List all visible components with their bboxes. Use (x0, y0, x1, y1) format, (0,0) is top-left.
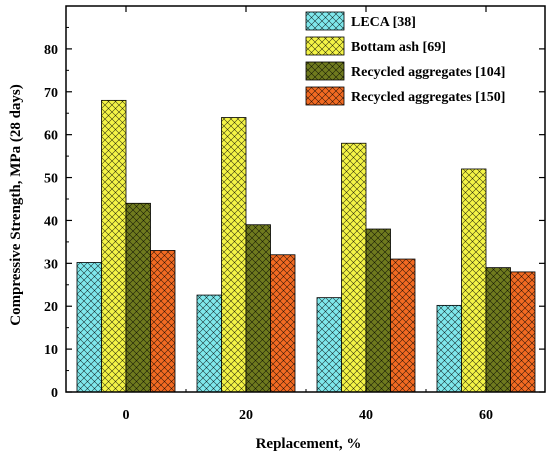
y-tick-label: 60 (44, 129, 58, 144)
y-tick-label: 30 (44, 257, 58, 272)
y-tick-label: 20 (44, 300, 58, 315)
bar-1-20 (196, 294, 222, 393)
x-axis-title: Replacement, % (256, 436, 362, 452)
bar-1-40 (316, 297, 342, 393)
bar-1-60 (436, 304, 462, 393)
bar-4-0 (150, 250, 176, 393)
legend-label: LECA [38] (351, 15, 416, 30)
bar-4-40 (390, 258, 416, 393)
bars (76, 99, 536, 393)
y-axis-title: Compressive Strength, MPa (28 days) (8, 84, 24, 326)
y-tick-label: 0 (51, 386, 58, 401)
bar-2-0 (101, 99, 127, 393)
y-tick-label: 10 (44, 343, 58, 358)
bar-4-60 (510, 271, 536, 393)
bar-3-40 (365, 228, 391, 393)
bar-3-60 (485, 267, 511, 393)
x-tick-label: 60 (479, 408, 493, 423)
bar-1-0 (76, 262, 102, 393)
legend-swatch (305, 61, 345, 81)
legend-item: Recycled aggregates [104] (305, 61, 505, 81)
x-tick-label: 40 (359, 408, 373, 423)
legend-swatch (305, 36, 345, 56)
legend-swatch (305, 11, 345, 31)
legend-label: Recycled aggregates [150] (351, 90, 505, 105)
bar-2-20 (221, 117, 247, 393)
legend-label: Recycled aggregates [104] (351, 65, 505, 80)
legend: LECA [38] Bottam ash [69] Recycled aggrega… (305, 11, 505, 106)
legend-label: Bottam ash [69] (351, 40, 446, 55)
y-tick-label: 50 (44, 172, 58, 187)
legend-item: LECA [38] (305, 11, 416, 31)
axes: 0 10 20 30 40 50 60 70 80 0 20 40 60 (44, 6, 545, 423)
legend-item: Recycled aggregates [150] (305, 86, 505, 106)
bar-3-0 (125, 202, 151, 393)
bar-4-20 (270, 254, 296, 393)
legend-item: Bottam ash [69] (305, 36, 446, 56)
y-tick-label: 80 (44, 43, 58, 58)
bar-2-60 (461, 168, 487, 393)
legend-swatch (305, 86, 345, 106)
y-tick-label: 40 (44, 214, 58, 229)
y-tick-label: 70 (44, 86, 58, 101)
bar-3-20 (245, 224, 271, 393)
x-tick-label: 20 (239, 408, 253, 423)
x-tick-label: 0 (123, 408, 130, 423)
bar-2-40 (341, 142, 367, 393)
